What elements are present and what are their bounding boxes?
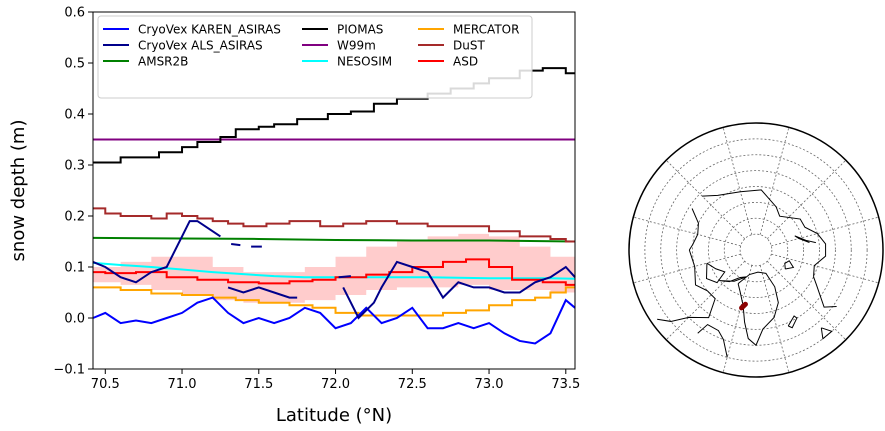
- coastline: [820, 327, 833, 340]
- coastline: [688, 208, 699, 251]
- plot-frame: [92, 11, 576, 370]
- meridian-line: [722, 127, 753, 235]
- series-cryovex-als-asiras: [231, 243, 241, 247]
- legend: CryoVex KAREN_ASIRAS CryoVex ALS_ASIRAS AM…: [97, 15, 533, 99]
- y-tick-label: 0.3: [64, 159, 85, 174]
- series-mercator: [93, 286, 575, 317]
- x-tick-label: 71.5: [244, 377, 273, 392]
- series-dust: [93, 207, 575, 243]
- coastline: [784, 260, 795, 270]
- latitude-circle: [692, 186, 820, 314]
- y-tick-label: −0.1: [53, 363, 85, 378]
- meridian-line: [665, 159, 746, 240]
- legend-label: MERCATOR: [453, 23, 519, 37]
- legend-label: ASD: [453, 55, 478, 69]
- coastline: [719, 276, 747, 283]
- y-axis-label: snow depth (m): [8, 120, 29, 262]
- x-axis-label: Latitude (°N): [276, 405, 392, 426]
- meridian-line: [771, 253, 879, 284]
- latitude-circle: [739, 233, 773, 267]
- coastline: [813, 276, 837, 308]
- legend-label: PIOMAS: [337, 23, 383, 37]
- meridian-line: [766, 159, 847, 240]
- x-tick-label: 73.0: [475, 377, 504, 392]
- meridian-line: [759, 127, 790, 235]
- series-asd: [93, 258, 575, 286]
- y-tick-label: 0.0: [64, 312, 85, 327]
- meridian-line: [633, 253, 741, 284]
- y-axis-ticks: −0.1 0.0 0.1 0.2 0.3 0.4 0.5 0.6: [53, 6, 93, 378]
- series-cryovex-als-asiras: [227, 286, 298, 299]
- x-tick-label: 72.0: [321, 377, 350, 392]
- meridian-line: [722, 265, 753, 373]
- meridian-line: [665, 260, 746, 341]
- y-tick-label: 0.5: [64, 57, 85, 72]
- map-boundary: [628, 122, 884, 378]
- legend-label: NESOSIM: [337, 55, 392, 69]
- legend-box: [97, 15, 533, 99]
- legend-label: AMSR2B: [138, 55, 188, 69]
- y-tick-label: 0.1: [64, 261, 85, 276]
- legend-label: CryoVex ALS_ASIRAS: [138, 39, 263, 53]
- meridian-line: [633, 216, 741, 247]
- coastline: [794, 235, 816, 244]
- meridian-line: [759, 265, 790, 373]
- coastline: [787, 315, 798, 329]
- series-cryovex-als-asiras: [92, 220, 221, 284]
- polar-map: [628, 122, 884, 378]
- coastline: [697, 323, 728, 358]
- flight-track: [739, 301, 748, 311]
- latitude-circle: [644, 138, 868, 362]
- meridian-line: [766, 260, 847, 341]
- x-tick-label: 72.5: [398, 377, 427, 392]
- series-cryovex-als-asiras: [338, 275, 351, 279]
- coastline: [657, 249, 716, 322]
- y-tick-label: 0.6: [64, 6, 85, 21]
- meridian-line: [771, 216, 879, 247]
- x-axis-ticks: 70.5 71.0 71.5 72.0 72.5 73.0 73.5: [91, 369, 580, 392]
- latitude-circle: [723, 217, 789, 283]
- x-tick-label: 73.5: [551, 377, 580, 392]
- coastline: [702, 189, 827, 277]
- x-tick-label: 70.5: [91, 377, 120, 392]
- series-layer: [92, 67, 576, 345]
- coastline: [705, 262, 726, 284]
- legend-label: DuST: [453, 39, 485, 53]
- map-content: [629, 123, 883, 377]
- series-cryovex-karen-asiras: [92, 296, 576, 345]
- y-tick-label: 0.4: [64, 108, 85, 123]
- legend-label: CryoVex KAREN_ASIRAS: [138, 23, 281, 37]
- latitude-circle: [707, 201, 805, 299]
- series-cryovex-als-asiras: [342, 260, 576, 320]
- y-tick-label: 0.2: [64, 210, 85, 225]
- latitude-circle: [676, 170, 836, 330]
- x-tick-label: 71.0: [168, 377, 197, 392]
- legend-label: W99m: [337, 39, 376, 53]
